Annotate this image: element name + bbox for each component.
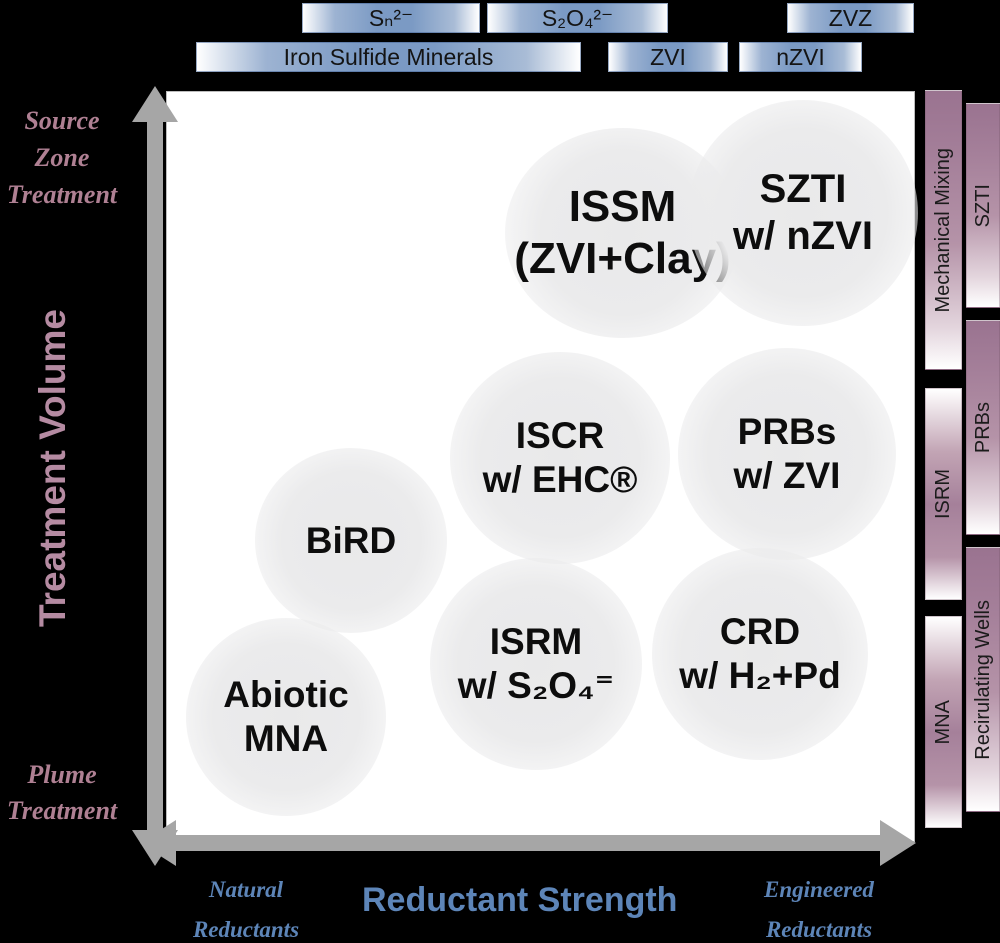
- bubble-isrm-line1: ISRM: [489, 621, 583, 663]
- bubble-prbs-line1: PRBs: [737, 411, 837, 453]
- y-axis-title: Treatment Volume: [20, 282, 86, 654]
- bubble-szti-line1: SZTI: [759, 166, 847, 211]
- bar-szti: SZTI: [966, 103, 1000, 308]
- engineered-reductants-label: Engineered Reductants: [744, 870, 894, 943]
- bar-isrm: ISRM: [925, 388, 962, 600]
- bar-nzvi-label: nZVI: [776, 43, 825, 70]
- bar-mechanical-mixing: Mechanical Mixing: [925, 90, 962, 370]
- bar-sn2: Sₙ²⁻: [302, 3, 480, 33]
- bar-recirulating-wells: Recirulating Wells: [966, 547, 1000, 812]
- x-axis-arrow-shaft: [168, 835, 884, 851]
- y-axis-arrow-shaft: [147, 118, 163, 840]
- bar-zvz: ZVZ: [787, 3, 914, 33]
- bar-prbs: PRBs: [966, 320, 1000, 535]
- bar-mna: MNA: [925, 616, 962, 828]
- plume-treatment-label: Plume Treatment: [0, 757, 124, 829]
- bubble-szti-line2: w/ nZVI: [733, 214, 873, 258]
- bar-recirulating-wells-label: Recirulating Wells: [971, 599, 994, 760]
- engineered-reductants-line1: Engineered: [764, 877, 874, 902]
- bar-iron-sulfide-minerals: Iron Sulfide Minerals: [196, 42, 581, 72]
- natural-reductants-line2: Reductants: [192, 917, 300, 942]
- bubble-isrm-line2: w/ S₂O₄⁼: [457, 665, 615, 706]
- plume-line1: Plume: [27, 760, 97, 789]
- bubble-crd-line2: w/ H₂+Pd: [679, 655, 841, 696]
- bubble-iscr-line1: ISCR: [515, 415, 605, 457]
- y-axis-arrowhead-up-icon: [132, 86, 178, 122]
- bubble-isrm: ISRM w/ S₂O₄⁼: [430, 558, 642, 770]
- x-axis-arrowhead-left-icon: [140, 820, 176, 866]
- bubble-iscr-line2: w/ EHC®: [482, 459, 638, 500]
- bubble-iscr: ISCR w/ EHC®: [450, 352, 670, 564]
- engineered-reductants-line2: Reductants: [765, 917, 873, 942]
- bubble-abiotic-mna: Abiotic MNA: [186, 618, 386, 816]
- x-axis-arrowhead-right-icon: [880, 820, 916, 866]
- bubble-szti: SZTI w/ nZVI: [688, 100, 918, 326]
- bar-zvi-label: ZVI: [650, 43, 686, 70]
- natural-reductants-label: Natural Reductants: [176, 870, 316, 943]
- bubble-abiotic-mna-line1: Abiotic: [223, 674, 349, 716]
- bar-isrm-label: ISRM: [932, 469, 954, 519]
- bubble-bird-line1: BiRD: [305, 519, 397, 561]
- plume-line2: Treatment: [6, 796, 118, 825]
- bar-zvz-label: ZVZ: [828, 4, 873, 31]
- bar-prbs-label: PRBs: [971, 401, 994, 454]
- bar-mna-label: MNA: [932, 699, 954, 745]
- bubble-crd-line1: CRD: [719, 611, 801, 653]
- bubble-prbs: PRBs w/ ZVI: [678, 348, 896, 560]
- bubble-crd: CRD w/ H₂+Pd: [652, 548, 868, 760]
- bar-iron-sulfide-minerals-label: Iron Sulfide Minerals: [283, 43, 494, 70]
- y-axis-title-text: Treatment Volume: [32, 308, 73, 627]
- source-zone-treatment-label: Source Zone Treatment: [0, 102, 124, 213]
- bar-sn2-label: Sₙ²⁻: [368, 4, 414, 31]
- bubble-issm-line1: ISSM: [568, 182, 677, 232]
- natural-reductants-line1: Natural: [208, 877, 284, 902]
- source-zone-line1: Source Zone: [24, 106, 100, 172]
- bar-s2o4-label: S₂O₄²⁻: [541, 4, 614, 31]
- x-axis-title: Reductant Strength: [362, 881, 678, 919]
- bar-szti-label: SZTI: [971, 183, 994, 228]
- bubble-bird: BiRD: [255, 448, 447, 633]
- bar-nzvi: nZVI: [739, 42, 862, 72]
- source-zone-line2: Treatment: [6, 180, 118, 209]
- bar-mechanical-mixing-label: Mechanical Mixing: [932, 147, 954, 313]
- bar-zvi: ZVI: [608, 42, 728, 72]
- bar-s2o4: S₂O₄²⁻: [487, 3, 668, 33]
- bubble-prbs-line2: w/ ZVI: [733, 455, 841, 496]
- bubble-abiotic-mna-line2: MNA: [243, 718, 329, 759]
